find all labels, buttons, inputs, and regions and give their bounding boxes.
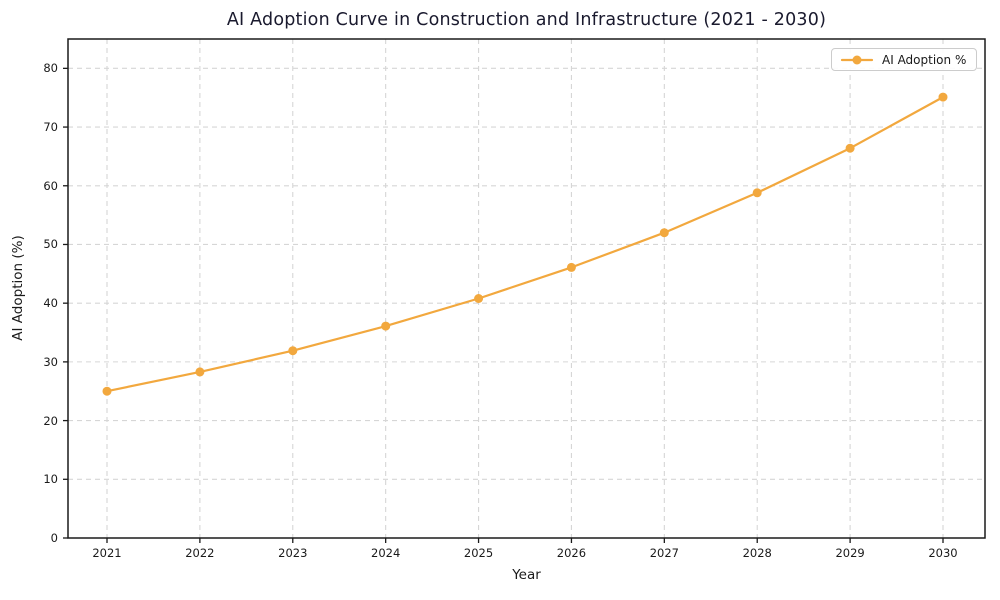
x-tick-label: 2024 (371, 546, 401, 560)
data-point-marker (381, 321, 391, 331)
y-tick-label: 0 (50, 531, 58, 545)
y-tick-label: 60 (43, 178, 58, 193)
data-point-marker (845, 143, 855, 153)
x-tick-label: 2030 (928, 546, 958, 560)
x-tick-label: 2021 (92, 546, 122, 560)
data-point-marker (659, 228, 669, 238)
data-point-marker (566, 262, 576, 272)
data-point-marker (752, 188, 762, 198)
y-tick-label: 40 (43, 296, 58, 311)
x-tick-label: 2029 (835, 546, 865, 560)
data-point-marker (102, 386, 112, 396)
y-tick-label: 70 (43, 120, 58, 135)
legend-label: AI Adoption % (882, 52, 967, 67)
x-tick-label: 2028 (742, 546, 772, 560)
x-tick-label: 2027 (649, 546, 679, 560)
legend-line-marker-icon (840, 55, 874, 64)
x-tick-label: 2022 (185, 546, 215, 560)
y-tick-label: 50 (43, 237, 58, 252)
x-tick-label: 2023 (278, 546, 308, 560)
y-tick-label: 10 (43, 472, 58, 487)
axes-spines (67, 38, 986, 539)
data-point-marker (195, 367, 205, 377)
x-tick-label: 2025 (463, 546, 494, 560)
y-tick-label: 80 (43, 61, 58, 76)
data-point-marker (288, 346, 298, 356)
x-axis-label: Year (512, 567, 541, 583)
x-tick-label: 2026 (556, 546, 587, 560)
data-point-marker (474, 294, 484, 303)
chart-title: AI Adoption Curve in Construction and In… (226, 10, 827, 30)
data-point-marker (938, 92, 948, 102)
adoption-line (105, 95, 945, 393)
y-tick-label: 30 (43, 354, 58, 369)
legend: AI Adoption % (831, 48, 978, 71)
y-tick-label: 20 (43, 413, 58, 428)
